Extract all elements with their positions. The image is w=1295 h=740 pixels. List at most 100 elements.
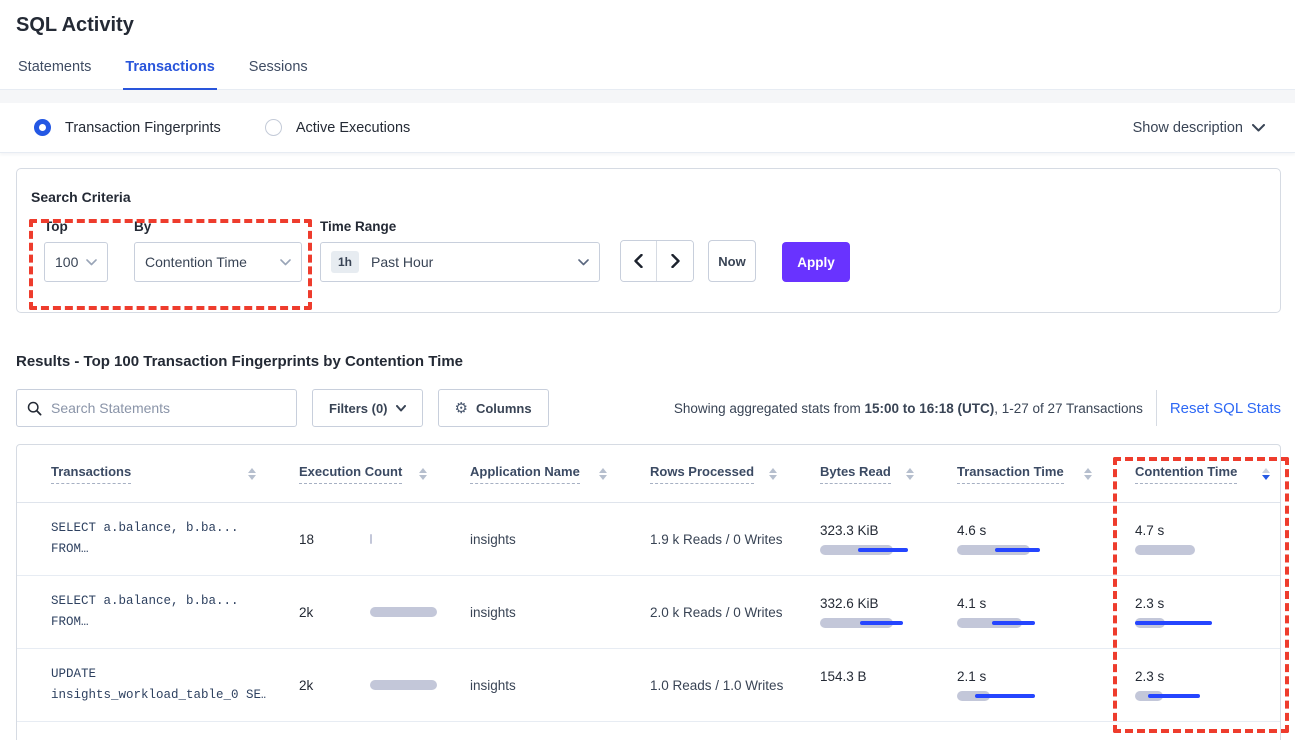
- by-select[interactable]: Contention Time: [134, 242, 302, 282]
- radio-selected-icon[interactable]: [34, 119, 51, 136]
- tab-bar: Statements Transactions Sessions: [0, 59, 1295, 90]
- search-icon: [27, 401, 42, 416]
- table-row[interactable]: SELECT a.balance, b.ba... FROM… 18 insigh…: [17, 503, 1280, 576]
- sort-icon[interactable]: [419, 467, 427, 480]
- column-header-bytes-read[interactable]: Bytes Read: [787, 464, 924, 484]
- bytes-read-bar: [820, 618, 910, 628]
- execution-count-cell: 18: [266, 532, 437, 547]
- query-line-1: SELECT a.balance, b.ba...: [51, 594, 239, 608]
- view-toggle-bar: Transaction Fingerprints Active Executio…: [0, 103, 1295, 153]
- column-header-contention-time[interactable]: Contention Time: [1102, 464, 1280, 484]
- contention-time-bar: [1135, 691, 1225, 701]
- contention-time-value: 4.7 s: [1135, 523, 1165, 538]
- application-name-cell: insights: [470, 604, 516, 620]
- sort-icon[interactable]: [1084, 467, 1092, 480]
- by-select-value: Contention Time: [145, 254, 247, 270]
- transactions-table: Transactions Execution Count Application…: [16, 444, 1281, 740]
- query-line-1: UPDATE: [51, 667, 97, 681]
- execution-count-cell: 2k: [266, 678, 437, 693]
- query-line-1: SELECT a.balance, b.ba...: [51, 521, 239, 535]
- transaction-query[interactable]: SELECT a.balance, b.ba... FROM…: [17, 591, 266, 633]
- sort-icon[interactable]: [769, 467, 777, 480]
- top-select[interactable]: 100: [44, 242, 108, 282]
- contention-time-cell: 4.7 s: [1102, 523, 1280, 555]
- chevron-right-icon: [670, 254, 680, 268]
- transaction-time-value: 2.1 s: [957, 669, 987, 684]
- reset-sql-stats-link[interactable]: Reset SQL Stats: [1169, 399, 1281, 417]
- sort-icon[interactable]: [599, 467, 607, 480]
- column-header-execution-count[interactable]: Execution Count: [266, 464, 437, 484]
- column-label: Bytes Read: [820, 464, 891, 484]
- bytes-read-bar: [820, 691, 910, 701]
- sort-icon[interactable]: [248, 467, 256, 480]
- contention-time-cell: 2.3 s: [1102, 596, 1280, 628]
- query-line-2: insights_workload_table_0 SE…: [51, 688, 266, 702]
- time-range-value: Past Hour: [371, 254, 434, 270]
- results-controls: Filters (0) ⚙ Columns Showing aggregated…: [16, 389, 1281, 427]
- query-line-2: FROM…: [51, 615, 89, 629]
- column-label: Transaction Time: [957, 464, 1064, 484]
- show-description-label: Show description: [1132, 119, 1243, 136]
- bytes-read-value: 332.6 KiB: [820, 596, 879, 611]
- top-field: Top 100: [44, 219, 108, 282]
- transaction-time-value: 4.1 s: [957, 596, 987, 611]
- column-header-application-name[interactable]: Application Name: [437, 464, 617, 484]
- top-select-value: 100: [55, 254, 79, 270]
- contention-time-bar: [1135, 618, 1225, 628]
- rows-processed-cell: 1.0 Reads / 1.0 Writes: [650, 677, 784, 693]
- search-statements-input[interactable]: [51, 400, 286, 416]
- execution-count-bar: [369, 534, 437, 544]
- column-header-transaction-time[interactable]: Transaction Time: [924, 464, 1102, 484]
- column-label: Transactions: [51, 464, 132, 484]
- tab-transactions[interactable]: Transactions: [123, 59, 217, 90]
- stats-suffix: , 1-27 of 27 Transactions: [994, 400, 1143, 416]
- contention-time-value: 2.3 s: [1135, 596, 1165, 611]
- chevron-down-icon: [280, 258, 291, 265]
- page-header: SQL Activity: [0, 0, 1295, 37]
- contention-time-cell: 2.3 s: [1102, 669, 1280, 701]
- tab-sessions[interactable]: Sessions: [248, 59, 308, 75]
- sort-icon[interactable]: [906, 467, 914, 480]
- by-field: By Contention Time: [134, 219, 302, 282]
- transaction-time-cell: 4.6 s: [924, 523, 1102, 555]
- table-row[interactable]: UPDATE insights_workload_table_0 SE… 2k i…: [17, 649, 1280, 722]
- search-criteria-form: Top 100 By Contention Time Time Range 1h…: [31, 219, 1266, 282]
- radio-transaction-fingerprints[interactable]: Transaction Fingerprints: [34, 119, 221, 136]
- chevron-down-icon: [1252, 123, 1265, 131]
- transaction-time-bar: [957, 545, 1047, 555]
- bytes-read-bar: [820, 545, 910, 555]
- top-label: Top: [44, 219, 68, 234]
- previous-time-button[interactable]: [621, 241, 657, 281]
- execution-count-value: 2k: [299, 604, 314, 620]
- filters-button[interactable]: Filters (0): [312, 389, 423, 427]
- transaction-query[interactable]: UPDATE insights_workload_table_0 SE…: [17, 664, 266, 706]
- chevron-down-icon: [395, 404, 406, 411]
- tab-statements[interactable]: Statements: [18, 59, 92, 75]
- bytes-read-cell: 332.6 KiB: [787, 596, 924, 628]
- columns-label: Columns: [475, 400, 532, 416]
- columns-button[interactable]: ⚙ Columns: [437, 389, 549, 427]
- now-button[interactable]: Now: [708, 240, 756, 282]
- search-statements-box[interactable]: [16, 389, 297, 427]
- rows-processed-cell: 2.0 k Reads / 0 Writes: [650, 604, 783, 620]
- column-label: Application Name: [470, 464, 580, 484]
- column-header-rows-processed[interactable]: Rows Processed: [617, 464, 787, 484]
- radio-label: Transaction Fingerprints: [65, 119, 221, 136]
- rows-processed-cell: 1.9 k Reads / 0 Writes: [650, 531, 783, 547]
- radio-unselected-icon[interactable]: [264, 119, 282, 136]
- column-header-transactions[interactable]: Transactions: [17, 464, 266, 484]
- time-range-select[interactable]: 1h Past Hour: [320, 242, 600, 282]
- transaction-query[interactable]: SELECT a.balance, b.ba... FROM…: [17, 518, 266, 560]
- time-range-badge: 1h: [331, 251, 360, 273]
- column-label: Execution Count: [299, 464, 403, 484]
- search-criteria-panel: Search Criteria Top 100 By Contention Ti…: [16, 168, 1281, 313]
- time-step-buttons: [620, 240, 694, 282]
- apply-button[interactable]: Apply: [782, 242, 850, 282]
- radio-active-executions[interactable]: Active Executions: [264, 119, 410, 136]
- sort-icon-active-desc[interactable]: [1262, 467, 1270, 480]
- show-description-toggle[interactable]: Show description: [1133, 120, 1265, 136]
- filters-label: Filters (0): [329, 400, 388, 416]
- application-name-cell: insights: [470, 531, 516, 547]
- next-time-button[interactable]: [657, 241, 693, 281]
- table-row[interactable]: SELECT a.balance, b.ba... FROM… 2k insigh…: [17, 576, 1280, 649]
